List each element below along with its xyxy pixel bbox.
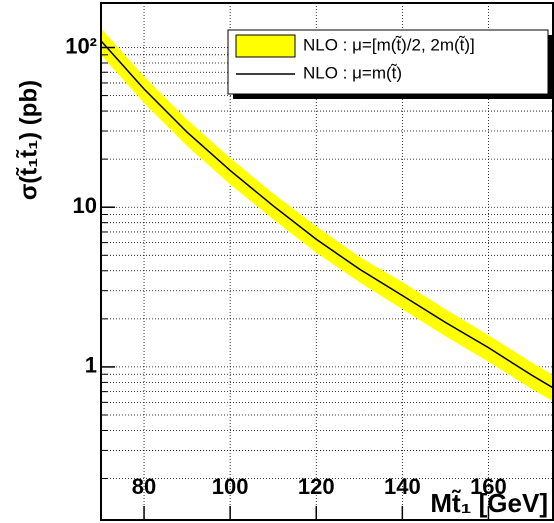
plot-frame [100,2,554,521]
central-line [101,40,553,389]
y-tick-label: 10 [73,193,97,218]
y-tick-label: 10² [65,33,97,58]
x-tick-label: 80 [132,474,156,499]
x-tick-label: 140 [384,474,421,499]
x-tick-label: 100 [212,474,249,499]
x-tick-label: 120 [298,474,335,499]
legend-label: NLO : μ=m(t̃) [303,63,402,82]
legend-label: NLO : μ=[m(t̃)/2, 2m(t̃)] [303,35,475,54]
x-axis-label: Mt̃₁ [GeV] [430,488,548,518]
uncertainty-band [101,28,553,402]
y-axis-label: σ(t̃₁t̃₁) (pb) [15,80,42,200]
y-tick-label: 1 [85,353,97,378]
plot-area [101,28,553,402]
legend-swatch [235,34,296,58]
x-tick-label: 160 [470,474,507,499]
